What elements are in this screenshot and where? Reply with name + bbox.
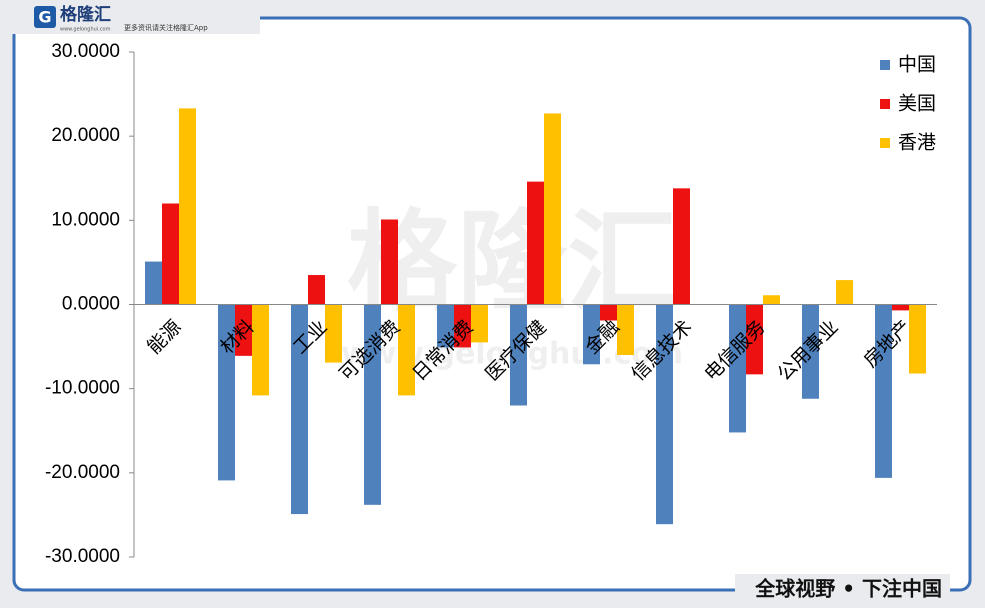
y-tick-label: 20.0000 xyxy=(51,125,120,146)
bar xyxy=(802,304,819,399)
bar xyxy=(836,280,853,305)
bar xyxy=(600,304,617,321)
legend-swatch xyxy=(880,99,890,109)
bar xyxy=(527,181,544,305)
bar xyxy=(617,304,634,355)
bar xyxy=(437,304,454,348)
bar xyxy=(583,304,600,365)
y-tick-label: -20.0000 xyxy=(45,462,120,483)
bar xyxy=(145,261,162,305)
legend-swatch xyxy=(880,138,890,148)
site: www.gelonghui.com xyxy=(60,27,111,33)
bar xyxy=(364,304,381,505)
y-tick-label: -10.0000 xyxy=(45,378,120,399)
legend-label: 中国 xyxy=(898,54,936,76)
bar xyxy=(763,295,780,305)
bar xyxy=(656,304,673,525)
y-tick-label: -30.0000 xyxy=(45,546,120,567)
bar xyxy=(510,304,527,406)
bar xyxy=(218,304,235,481)
y-tick-label: 0.0000 xyxy=(62,294,120,315)
bar xyxy=(252,304,269,396)
slogan: 更多资讯请关注格隆汇App xyxy=(124,23,208,32)
bar xyxy=(892,304,909,311)
logo-mark xyxy=(34,6,56,28)
bar xyxy=(325,304,342,363)
legend-swatch xyxy=(880,60,890,70)
y-tick-label: 10.0000 xyxy=(51,209,120,230)
bar xyxy=(454,304,471,348)
footer-bg xyxy=(735,574,950,604)
bar xyxy=(235,304,252,356)
footer: 全球视野 • 下注中国 xyxy=(754,577,942,601)
legend-label: 香港 xyxy=(898,132,936,154)
bar xyxy=(162,203,179,305)
brand: 格隆汇 xyxy=(60,4,111,25)
bar xyxy=(673,188,690,305)
bar xyxy=(398,304,415,396)
bar xyxy=(471,304,488,343)
bar xyxy=(179,108,196,305)
logo-letter: G xyxy=(38,8,51,27)
bar xyxy=(291,304,308,515)
bar xyxy=(544,113,561,305)
bar xyxy=(909,304,926,374)
bar xyxy=(875,304,892,478)
bar xyxy=(308,275,325,305)
bar xyxy=(381,219,398,305)
bar xyxy=(729,304,746,433)
bar xyxy=(746,304,763,375)
y-tick-label: 30.0000 xyxy=(51,41,120,62)
legend-label: 美国 xyxy=(898,93,936,115)
